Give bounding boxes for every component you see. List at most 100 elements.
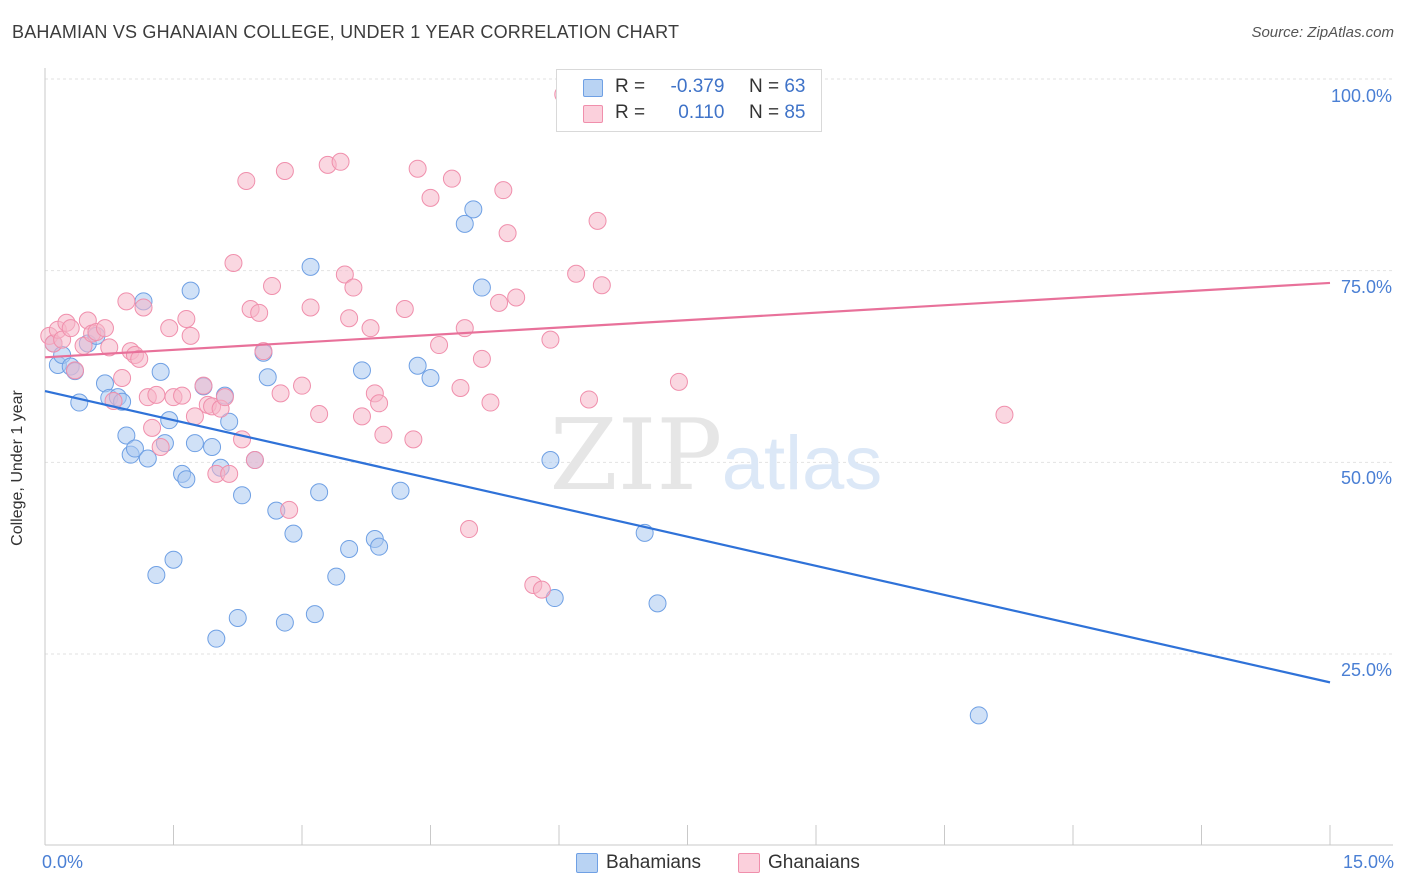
bahamian-point xyxy=(545,589,564,608)
axes xyxy=(44,68,1393,846)
ghanaian-point xyxy=(263,277,282,295)
ghanaian-point xyxy=(408,159,427,178)
ghanaian-point xyxy=(280,500,299,519)
y-tick-100: 100.0% xyxy=(1330,86,1392,106)
r-value-ghanaians: 0.110 xyxy=(678,102,725,123)
bahamian-point xyxy=(185,434,204,453)
ghanaian-point xyxy=(430,336,449,355)
bahamian-point xyxy=(228,608,247,627)
bahamian-point xyxy=(472,278,491,297)
bahamian-point xyxy=(391,481,410,500)
ghanaian-point xyxy=(344,278,363,297)
bahamian-point xyxy=(181,281,200,300)
ghanaian-point xyxy=(134,298,153,317)
ghanaian-point xyxy=(143,418,162,437)
bahamian-point xyxy=(370,537,389,556)
ghanaian-point xyxy=(130,349,149,368)
watermark: ZIP atlas xyxy=(550,399,883,513)
ghanaian-point xyxy=(245,451,264,470)
bahamian-point xyxy=(207,629,226,648)
ghanaian-point xyxy=(592,276,611,295)
ghanaian-point xyxy=(100,338,119,357)
watermark-zip: ZIP xyxy=(550,399,723,513)
ghanaian-point xyxy=(669,372,688,391)
ghanaian-point xyxy=(335,265,354,284)
n-label: N = xyxy=(748,76,780,97)
ghanaian-point xyxy=(220,464,239,483)
ghanaian-point xyxy=(404,430,423,449)
r-label: R = xyxy=(615,76,646,97)
r-value-bahamians: -0.379 xyxy=(670,76,725,97)
ghanaian-point xyxy=(498,224,517,243)
ghanaian-point xyxy=(507,288,526,307)
y-tick-75: 75.0% xyxy=(1340,277,1392,297)
bahamian-trend-line xyxy=(44,389,1331,684)
bottom-swatch-bahamians xyxy=(576,853,598,873)
source-label: Source: ZipAtlas.com xyxy=(1251,24,1394,41)
y-tick-50: 50.0% xyxy=(1340,468,1392,488)
ghanaian-point xyxy=(117,292,136,311)
ghanaian-point xyxy=(271,384,290,403)
watermark-atlas: atlas xyxy=(722,421,883,506)
n-label: N = xyxy=(748,102,780,123)
ghanaian-point xyxy=(490,293,509,312)
bahamian-point xyxy=(464,200,483,219)
ghanaian-point xyxy=(352,407,371,426)
ghanaian-point xyxy=(421,188,440,207)
ghanaian-point xyxy=(532,580,551,599)
x-tick-min: 0.0% xyxy=(42,852,84,872)
ghanaian-point xyxy=(113,369,132,387)
ghanaian-point xyxy=(395,300,414,318)
ghanaian-point xyxy=(472,349,491,368)
ghanaian-point xyxy=(361,319,380,338)
chart-title: BAHAMIAN VS GHANAIAN COLLEGE, UNDER 1 YE… xyxy=(12,22,680,42)
ghanaian-point xyxy=(494,181,513,200)
ghanaian-point xyxy=(331,152,350,171)
bahamian-point xyxy=(969,706,988,725)
x-tick-max: 15.0% xyxy=(1342,852,1394,872)
ghanaian-point xyxy=(579,390,598,409)
bahamian-point xyxy=(258,368,277,387)
data-points xyxy=(40,85,1014,725)
ghanaian-point xyxy=(460,520,479,539)
bahamian-point xyxy=(177,470,196,489)
bahamian-point xyxy=(220,412,239,431)
bahamian-point xyxy=(151,362,170,381)
bahamian-point xyxy=(125,439,144,458)
bahamian-point xyxy=(327,567,346,586)
n-value-ghanaians: 85 xyxy=(784,102,806,123)
bahamian-point xyxy=(301,257,320,276)
bahamian-point xyxy=(340,539,359,558)
bottom-swatch-ghanaians xyxy=(738,853,760,873)
r-label: R = xyxy=(615,102,646,123)
ghanaian-point xyxy=(160,319,179,338)
bottom-legend-label-ghanaians: Ghanaians xyxy=(768,852,860,873)
ghanaian-point xyxy=(451,378,470,397)
bahamian-point xyxy=(541,451,560,470)
ghanaian-point xyxy=(215,388,234,407)
ghanaian-point xyxy=(481,393,500,412)
ghanaian-point xyxy=(194,376,213,395)
bahamian-point xyxy=(455,214,474,233)
ghanaian-point xyxy=(177,309,196,328)
ghanaian-point xyxy=(254,342,273,361)
ghanaian-point xyxy=(275,162,294,180)
ghanaian-point xyxy=(65,361,84,380)
bahamian-point xyxy=(275,613,294,632)
ghanaian-point xyxy=(237,171,256,190)
ghanaian-point xyxy=(151,438,170,456)
bahamian-point xyxy=(164,550,183,569)
bahamian-point xyxy=(233,486,252,505)
legend-swatch-bahamians xyxy=(583,79,603,97)
ghanaian-point xyxy=(147,385,166,404)
bahamian-point xyxy=(284,524,303,543)
bahamian-point xyxy=(421,369,440,387)
bahamian-point xyxy=(117,426,136,445)
ghanaian-point xyxy=(588,211,607,230)
ghanaian-point xyxy=(301,298,320,317)
legend-swatch-ghanaians xyxy=(583,105,603,123)
bahamian-point xyxy=(352,361,371,380)
ghanaian-point xyxy=(340,309,359,328)
ghanaian-point xyxy=(61,319,80,338)
